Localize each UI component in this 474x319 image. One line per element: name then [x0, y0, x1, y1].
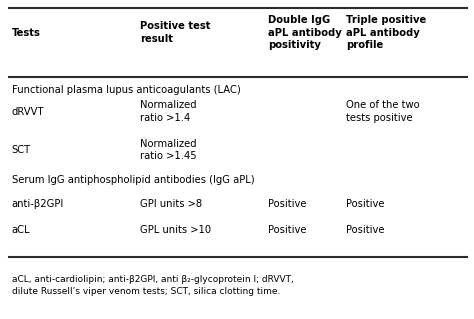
Text: aCL: aCL	[12, 225, 30, 235]
Text: SCT: SCT	[12, 145, 31, 155]
Text: Positive: Positive	[346, 199, 384, 209]
Text: Tests: Tests	[12, 28, 41, 38]
Text: Positive: Positive	[346, 225, 384, 235]
Text: Double IgG
aPL antibody
positivity: Double IgG aPL antibody positivity	[268, 15, 342, 50]
Text: Triple positive
aPL antibody
profile: Triple positive aPL antibody profile	[346, 15, 426, 50]
Text: dRVVT: dRVVT	[12, 107, 45, 117]
Text: Functional plasma lupus anticoagulants (LAC): Functional plasma lupus anticoagulants (…	[12, 85, 241, 95]
Text: anti-β2GPI: anti-β2GPI	[12, 199, 64, 209]
Text: Serum IgG antiphospholipid antibodies (IgG aPL): Serum IgG antiphospholipid antibodies (I…	[12, 175, 255, 185]
Text: GPL units >10: GPL units >10	[140, 225, 211, 235]
Text: Normalized
ratio >1.45: Normalized ratio >1.45	[140, 139, 196, 161]
Text: GPI units >8: GPI units >8	[140, 199, 202, 209]
Text: One of the two
tests positive: One of the two tests positive	[346, 100, 419, 123]
Text: Positive test
result: Positive test result	[140, 21, 210, 44]
Text: aCL, anti-cardiolipin; anti-β2GPI, anti β₂-glycoprotein I; dRVVT,
dilute Russell: aCL, anti-cardiolipin; anti-β2GPI, anti …	[12, 275, 293, 296]
Text: Positive: Positive	[268, 225, 306, 235]
Text: Normalized
ratio >1.4: Normalized ratio >1.4	[140, 100, 196, 123]
Text: Positive: Positive	[268, 199, 306, 209]
